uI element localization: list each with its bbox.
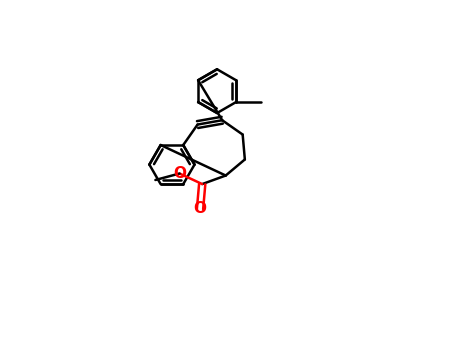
Text: O: O — [193, 202, 207, 217]
Text: O: O — [173, 166, 186, 181]
